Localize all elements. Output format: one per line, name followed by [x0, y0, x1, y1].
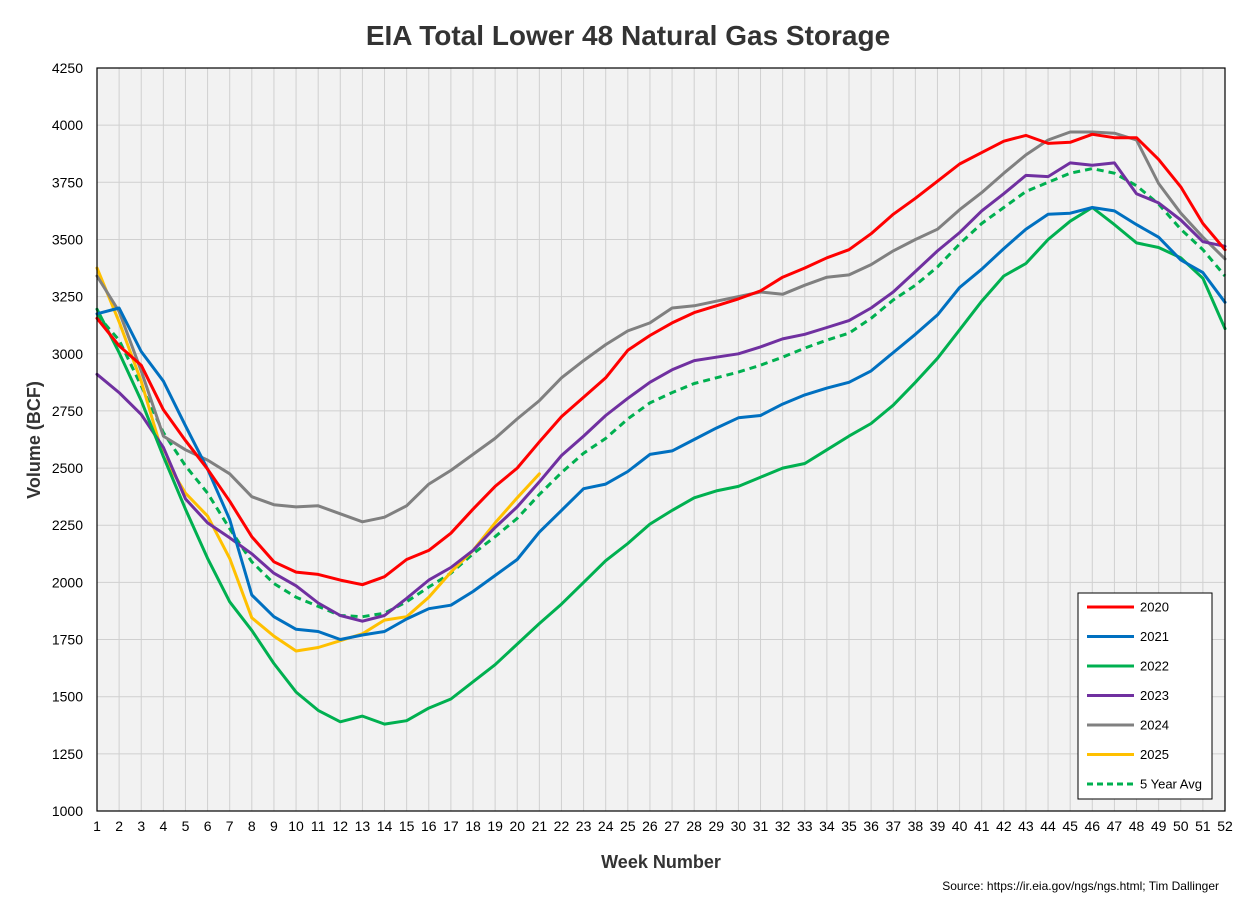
- y-tick-label: 3000: [52, 346, 83, 362]
- legend: 2020 2021 2022 2023 2024 2025 5 Year Avg: [1077, 592, 1213, 800]
- x-tick-label: 11: [311, 818, 326, 834]
- x-tick-label: 15: [399, 818, 415, 834]
- legend-label-2025: 2025: [1140, 747, 1169, 762]
- x-tick-label: 13: [355, 818, 371, 834]
- x-tick-label: 36: [863, 818, 879, 834]
- x-tick-label: 10: [288, 818, 304, 834]
- x-tick-label: 17: [443, 818, 459, 834]
- tick-labels: 1 2 3 4 5 6 7 8 9 10 11 12 13 14 15 16 17 18 19 20 21 22 23 24 2…: [52, 60, 1233, 834]
- series-line-2021: [95, 206, 1227, 641]
- y-tick-label: 1750: [52, 632, 83, 648]
- x-tick-label: 1: [93, 818, 101, 834]
- legend-label-2023: 2023: [1140, 688, 1169, 703]
- y-tick-label: 1000: [52, 803, 83, 819]
- x-tick-label: 28: [686, 818, 702, 834]
- x-tick-label: 33: [797, 818, 813, 834]
- x-tick-label: 40: [952, 818, 968, 834]
- x-tick-label: 24: [598, 818, 614, 834]
- x-tick-label: 41: [974, 818, 990, 834]
- x-tick-label: 3: [137, 818, 145, 834]
- x-tick-label: 39: [930, 818, 946, 834]
- y-axis-title: Volume (BCF): [24, 381, 44, 499]
- y-tick-label: 3750: [52, 174, 83, 190]
- y-tick-label: 3250: [52, 289, 83, 305]
- x-tick-label: 20: [509, 818, 525, 834]
- x-tick-label: 23: [576, 818, 592, 834]
- series-line-2024: [95, 130, 1227, 524]
- series-line-2022: [95, 206, 1227, 726]
- x-tick-label: 29: [709, 818, 725, 834]
- x-tick-label: 6: [204, 818, 212, 834]
- x-tick-label: 16: [421, 818, 437, 834]
- x-tick-label: 50: [1173, 818, 1189, 834]
- x-tick-label: 31: [753, 818, 769, 834]
- x-tick-label: 37: [885, 818, 901, 834]
- x-tick-label: 34: [819, 818, 835, 834]
- series-line-5-year-avg: [95, 167, 1227, 619]
- x-axis-title: Week Number: [601, 852, 721, 872]
- x-tick-label: 22: [554, 818, 570, 834]
- y-tick-label: 1500: [52, 689, 83, 705]
- x-tick-label: 51: [1195, 818, 1211, 834]
- x-tick-label: 52: [1217, 818, 1233, 834]
- y-tick-label: 2750: [52, 403, 83, 419]
- x-tick-label: 48: [1129, 818, 1145, 834]
- plot-border: [96, 67, 1226, 812]
- x-tick-label: 35: [841, 818, 857, 834]
- y-tick-label: 2500: [52, 460, 83, 476]
- x-tick-label: 30: [731, 818, 747, 834]
- legend-label-2020: 2020: [1140, 600, 1169, 615]
- x-tick-label: 38: [908, 818, 924, 834]
- x-tick-label: 7: [226, 818, 234, 834]
- source-note: Source: https://ir.eia.gov/ngs/ngs.html;…: [942, 879, 1219, 893]
- legend-label-2022: 2022: [1140, 659, 1169, 674]
- y-tick-label: 2250: [52, 517, 83, 533]
- x-tick-label: 19: [487, 818, 503, 834]
- x-tick-label: 4: [159, 818, 167, 834]
- x-tick-label: 21: [532, 818, 548, 834]
- y-tick-label: 3500: [52, 231, 83, 247]
- x-tick-label: 49: [1151, 818, 1167, 834]
- y-tick-label: 4250: [52, 60, 83, 76]
- x-tick-label: 5: [182, 818, 190, 834]
- x-tick-label: 14: [377, 818, 393, 834]
- x-tick-label: 43: [1018, 818, 1034, 834]
- legend-label-2024: 2024: [1140, 718, 1169, 733]
- chart-title: EIA Total Lower 48 Natural Gas Storage: [366, 20, 890, 51]
- x-tick-label: 44: [1040, 818, 1056, 834]
- x-tick-label: 26: [642, 818, 658, 834]
- x-tick-label: 47: [1107, 818, 1123, 834]
- y-tick-label: 4000: [52, 117, 83, 133]
- legend-label-5-year-avg: 5 Year Avg: [1140, 777, 1202, 792]
- x-tick-label: 9: [270, 818, 278, 834]
- x-tick-label: 32: [775, 818, 791, 834]
- plot-area: [97, 68, 1225, 811]
- x-tick-label: 42: [996, 818, 1012, 834]
- x-tick-label: 12: [333, 818, 349, 834]
- series-line-2023: [95, 161, 1227, 623]
- gridlines: [96, 67, 1226, 812]
- x-tick-label: 8: [248, 818, 256, 834]
- x-tick-label: 2: [115, 818, 123, 834]
- y-tick-label: 2000: [52, 574, 83, 590]
- series-lines: [95, 130, 1227, 726]
- x-tick-label: 45: [1062, 818, 1078, 834]
- x-tick-label: 25: [620, 818, 636, 834]
- y-tick-label: 1250: [52, 746, 83, 762]
- x-tick-label: 27: [664, 818, 680, 834]
- legend-label-2021: 2021: [1140, 629, 1169, 644]
- x-tick-label: 46: [1085, 818, 1101, 834]
- series-line-2020: [95, 132, 1227, 587]
- x-tick-label: 18: [465, 818, 481, 834]
